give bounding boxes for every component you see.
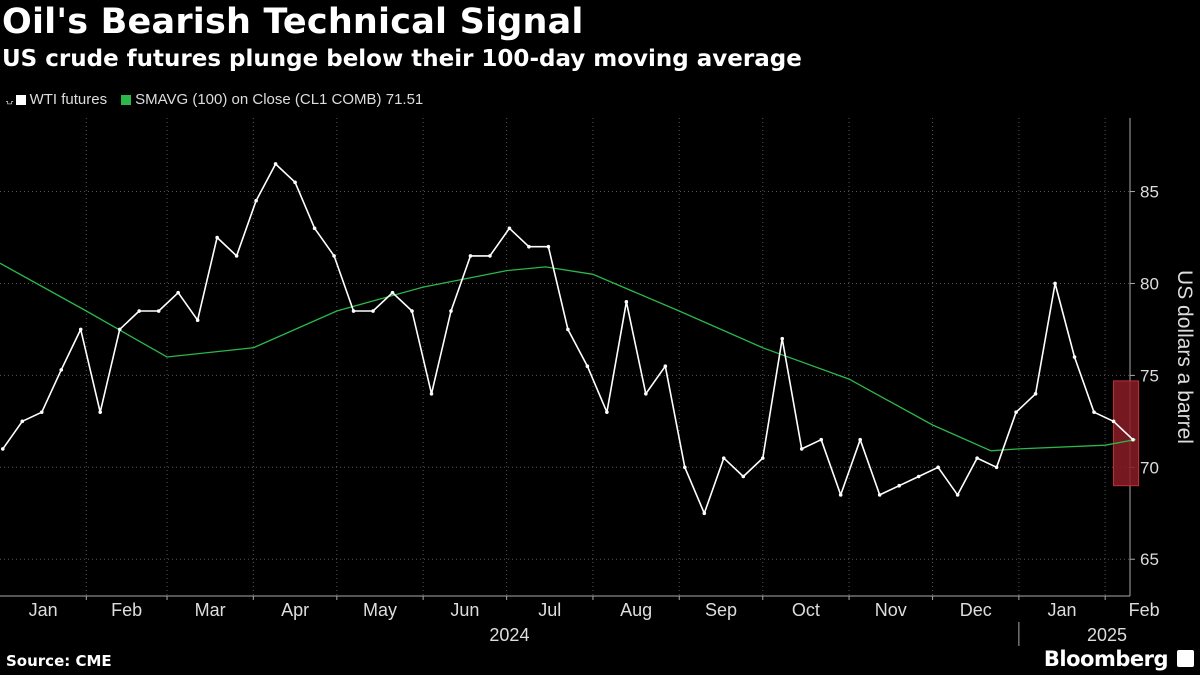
wti-point — [916, 474, 921, 479]
wti-point — [955, 493, 960, 497]
wti-point — [254, 198, 258, 203]
wti-point — [1053, 281, 1057, 286]
wti-point — [663, 364, 668, 368]
wti-point — [371, 309, 375, 313]
wti-point — [877, 493, 882, 497]
wti-point — [78, 327, 83, 332]
wti-point — [390, 290, 395, 295]
wti-line — [2, 163, 1134, 515]
y-tick-label: 80 — [1140, 274, 1159, 293]
chart-title: Oil's Bearish Technical Signal — [2, 2, 584, 42]
sma-line — [0, 262, 1136, 452]
wti-point — [507, 226, 512, 231]
legend-swatch-wti — [15, 94, 26, 105]
y-tick-label: 70 — [1140, 458, 1159, 477]
wti-point — [1092, 410, 1096, 414]
legend-item-sma: SMAVG (100) on Close (CL1 COMB) 71.51 — [121, 91, 423, 108]
wti-point — [410, 309, 414, 313]
x-tick-label: Aug — [620, 600, 652, 620]
wti-point — [897, 483, 901, 488]
x-tick-label: Jul — [538, 600, 561, 620]
wti-point — [702, 511, 707, 516]
y-tick-label: 65 — [1140, 550, 1159, 569]
wti-point — [683, 465, 687, 470]
x-tick-label: Jan — [29, 600, 58, 620]
legend-swatch-sma — [121, 94, 132, 105]
wti-point — [234, 254, 239, 258]
wti-point — [117, 327, 122, 332]
wti-point — [488, 254, 492, 258]
x-tick-label: Oct — [792, 600, 820, 620]
wti-point — [332, 254, 336, 258]
wti-point — [858, 437, 862, 442]
wti-point — [1014, 410, 1018, 414]
bloomberg-mark-icon — [1177, 650, 1194, 667]
wti-point — [624, 300, 629, 304]
wti-point — [780, 336, 785, 341]
wti-point — [312, 226, 317, 231]
legend: ⍽ WTI futures SMAVG (100) on Close (CL1 … — [6, 91, 437, 108]
wti-point — [760, 456, 765, 460]
wti-point — [1111, 419, 1116, 424]
wti-point — [176, 290, 180, 295]
bloomberg-logo: Bloomberg — [1043, 647, 1169, 671]
wti-point — [741, 474, 746, 479]
legend-item-wti: ⍽ WTI futures — [6, 91, 107, 108]
x-tick-label: Jan — [1048, 600, 1077, 620]
wti-point — [39, 410, 44, 414]
wti-point — [98, 410, 103, 414]
wti-point — [20, 419, 25, 424]
wti-point — [137, 309, 141, 313]
wti-point — [59, 368, 64, 372]
year-label: 2025 — [1087, 625, 1127, 645]
wti-point — [1131, 437, 1135, 442]
wti-point — [936, 465, 940, 470]
x-tick-label: Apr — [281, 600, 309, 620]
chart-subtitle: US crude futures plunge below their 100-… — [2, 46, 802, 72]
legend-label-sma: SMAVG (100) on Close (CL1 COMB) 71.51 — [135, 91, 424, 108]
x-tick-label: Jun — [450, 600, 479, 620]
x-tick-label: Dec — [960, 600, 992, 620]
source-note: Source: CME — [6, 652, 112, 670]
wti-point — [449, 309, 453, 313]
y-axis-label: US dollars a barrel — [1173, 270, 1196, 444]
wti-point — [585, 364, 590, 368]
wti-point — [1072, 355, 1077, 359]
x-tick-label: Mar — [195, 600, 226, 620]
wti-point — [429, 391, 434, 396]
y-tick-label: 85 — [1140, 183, 1159, 202]
x-tick-label: Nov — [875, 600, 907, 620]
wti-point — [799, 447, 804, 451]
x-tick-label: Sep — [705, 600, 737, 620]
wti-point — [468, 254, 473, 258]
wti-point — [195, 318, 200, 323]
wti-point — [721, 456, 726, 460]
wti-point — [273, 162, 278, 166]
y-tick-label: 75 — [1140, 366, 1159, 385]
wti-point — [293, 180, 297, 185]
wti-point — [1033, 391, 1038, 396]
legend-label-wti: WTI futures — [29, 91, 108, 108]
x-tick-label: Feb — [1129, 600, 1160, 620]
wti-point — [546, 244, 551, 249]
wti-point — [215, 235, 219, 240]
wti-point — [975, 456, 979, 460]
wti-point — [527, 244, 531, 249]
wti-point — [156, 309, 161, 313]
x-tick-label: Feb — [111, 600, 142, 620]
wti-point — [0, 447, 5, 451]
wti-point — [351, 309, 356, 313]
wti-point — [994, 465, 999, 470]
year-label: 2024 — [489, 625, 529, 645]
candlestick-icon: ⍽ — [6, 94, 14, 105]
wti-point — [605, 410, 609, 414]
wti-point — [819, 437, 824, 442]
wti-point — [838, 493, 843, 497]
wti-point — [644, 391, 648, 396]
x-tick-label: May — [363, 600, 397, 620]
wti-point — [566, 327, 570, 332]
